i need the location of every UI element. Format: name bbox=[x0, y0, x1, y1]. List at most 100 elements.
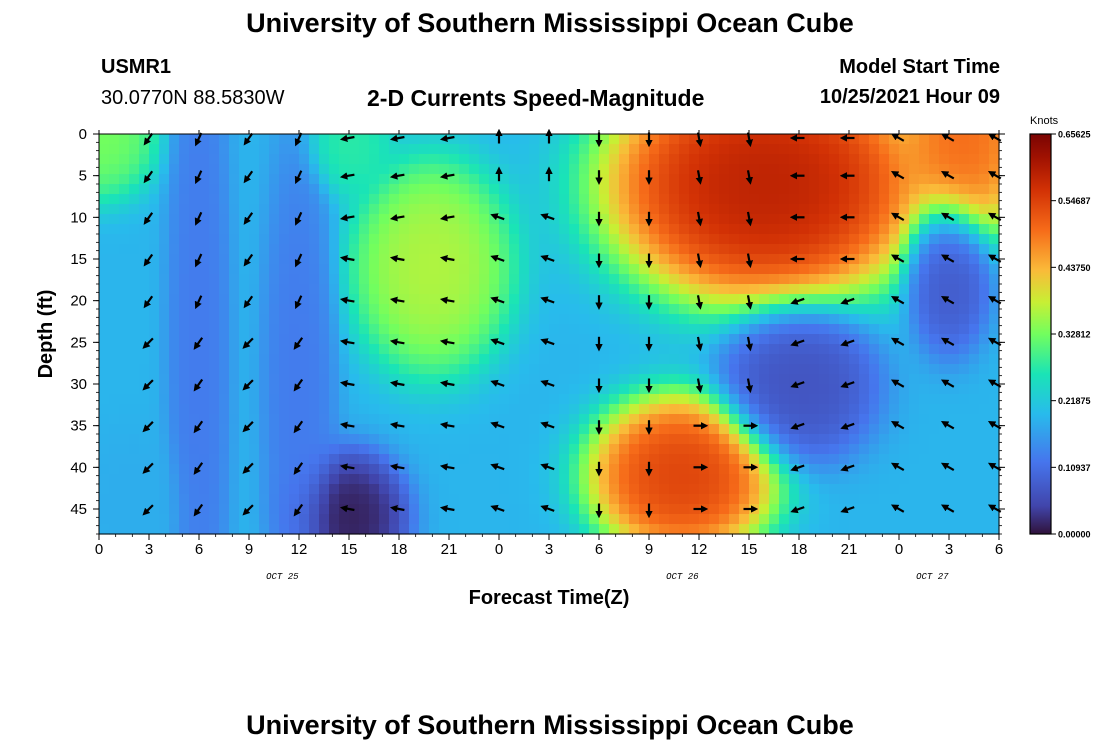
heatmap-cell bbox=[759, 144, 770, 155]
heatmap-cell bbox=[499, 204, 510, 215]
heatmap-cell bbox=[969, 424, 980, 435]
heatmap-cell bbox=[409, 164, 420, 175]
heatmap-cell bbox=[659, 474, 670, 485]
heatmap-cell bbox=[569, 194, 580, 205]
heatmap-cell bbox=[809, 354, 820, 365]
footer-title: University of Southern Mississippi Ocean… bbox=[246, 710, 854, 740]
heatmap-cell bbox=[689, 444, 700, 455]
heatmap-cell bbox=[279, 264, 290, 275]
heatmap-cell bbox=[339, 184, 350, 195]
heatmap-cell bbox=[919, 424, 930, 435]
heatmap-cell bbox=[209, 334, 220, 345]
heatmap-cell bbox=[719, 494, 730, 505]
heatmap-cell bbox=[909, 144, 920, 155]
heatmap-cell bbox=[749, 224, 760, 235]
heatmap-cell bbox=[229, 454, 240, 465]
heatmap-cell bbox=[209, 524, 220, 535]
heatmap-cell bbox=[819, 404, 830, 415]
heatmap-cell bbox=[669, 224, 680, 235]
heatmap-cell bbox=[489, 364, 500, 375]
heatmap-cell bbox=[669, 304, 680, 315]
heatmap-cell bbox=[649, 304, 660, 315]
heatmap-cell bbox=[819, 514, 830, 525]
heatmap-cell bbox=[499, 344, 510, 355]
heatmap-cell bbox=[449, 354, 460, 365]
heatmap-cell bbox=[569, 134, 580, 145]
heatmap-cell bbox=[809, 314, 820, 325]
heatmap-cell bbox=[169, 324, 180, 335]
heatmap-cell bbox=[119, 384, 130, 395]
heatmap-cell bbox=[559, 384, 570, 395]
heatmap-cell bbox=[939, 524, 950, 535]
heatmap-cell bbox=[309, 224, 320, 235]
heatmap-cell bbox=[509, 494, 520, 505]
heatmap-cell bbox=[729, 394, 740, 405]
heatmap-cell bbox=[799, 394, 810, 405]
heatmap-cell bbox=[259, 384, 270, 395]
heatmap-cell bbox=[649, 424, 660, 435]
chart-subtitle: 2-D Currents Speed-Magnitude bbox=[367, 85, 705, 111]
heatmap-cell bbox=[239, 284, 250, 295]
heatmap-cell bbox=[949, 314, 960, 325]
heatmap-cell bbox=[759, 444, 770, 455]
heatmap-cell bbox=[859, 204, 870, 215]
heatmap-cell bbox=[199, 334, 210, 345]
heatmap-cell bbox=[939, 494, 950, 505]
heatmap-cell bbox=[759, 234, 770, 245]
heatmap-cell bbox=[719, 264, 730, 275]
heatmap-cell bbox=[469, 244, 480, 255]
heatmap-cell bbox=[289, 404, 300, 415]
heatmap-cell bbox=[229, 154, 240, 165]
heatmap-cell bbox=[739, 374, 750, 385]
heatmap-cell bbox=[259, 174, 270, 185]
heatmap-cell bbox=[119, 234, 130, 245]
heatmap-cell bbox=[139, 224, 150, 235]
heatmap-cell bbox=[459, 454, 470, 465]
heatmap-cell bbox=[799, 144, 810, 155]
heatmap-cell bbox=[819, 274, 830, 285]
heatmap-cell bbox=[389, 424, 400, 435]
heatmap-cell bbox=[329, 264, 340, 275]
heatmap-cell bbox=[799, 434, 810, 445]
heatmap-cell bbox=[409, 324, 420, 335]
heatmap-cell bbox=[99, 404, 110, 415]
heatmap-cell bbox=[259, 404, 270, 415]
heatmap-cell bbox=[119, 484, 130, 495]
heatmap-cell bbox=[489, 414, 500, 425]
heatmap-cell bbox=[899, 504, 910, 515]
heatmap-cell bbox=[679, 454, 690, 465]
heatmap-cell bbox=[959, 364, 970, 375]
current-arrow bbox=[142, 462, 154, 474]
heatmap-cell bbox=[269, 424, 280, 435]
heatmap-cell bbox=[979, 184, 990, 195]
heatmap-cell bbox=[729, 344, 740, 355]
heatmap-cell bbox=[109, 454, 120, 465]
heatmap-cell bbox=[919, 284, 930, 295]
heatmap-cell bbox=[299, 164, 310, 175]
heatmap-cell bbox=[659, 504, 670, 515]
heatmap-cell bbox=[539, 244, 550, 255]
heatmap-cell bbox=[309, 274, 320, 285]
heatmap-cell bbox=[899, 434, 910, 445]
heatmap-cell bbox=[519, 294, 530, 305]
heatmap-cell bbox=[899, 194, 910, 205]
heatmap-cell bbox=[659, 434, 670, 445]
heatmap-cell bbox=[559, 454, 570, 465]
heatmap-cell bbox=[199, 524, 210, 535]
heatmap-cell bbox=[159, 474, 170, 485]
heatmap-cell bbox=[549, 464, 560, 475]
heatmap-cell bbox=[159, 334, 170, 345]
heatmap-cell bbox=[949, 354, 960, 365]
heatmap-cell bbox=[209, 504, 220, 515]
heatmap-cell bbox=[609, 374, 620, 385]
heatmap-cell bbox=[639, 464, 650, 475]
heatmap-cell bbox=[819, 484, 830, 495]
heatmap-cell bbox=[629, 434, 640, 445]
heatmap-cell bbox=[699, 144, 710, 155]
current-arrow bbox=[193, 378, 204, 392]
heatmap-cell bbox=[449, 194, 460, 205]
heatmap-cell bbox=[409, 344, 420, 355]
heatmap-cell bbox=[299, 494, 310, 505]
heatmap-cell bbox=[409, 444, 420, 455]
heatmap-cell bbox=[749, 494, 760, 505]
